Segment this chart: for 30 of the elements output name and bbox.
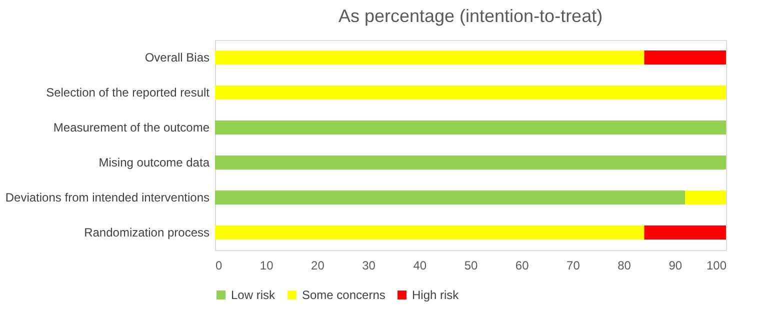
legend-label: Low risk [231,288,276,302]
x-tick-label: 90 [668,258,682,272]
x-tick-label: 20 [311,258,325,272]
bar [215,86,726,100]
x-tick-label: 30 [362,258,376,272]
x-tick-label: 80 [618,258,632,272]
x-tick-label: 70 [566,258,580,272]
x-tick-label: 40 [413,258,427,272]
legend-label: High risk [412,288,460,302]
x-tick-label: 100 [706,258,727,272]
bar [685,190,726,204]
y-tick-label: Deviations from intended interventions [5,190,210,204]
chart-title: As percentage (intention-to-treat) [338,6,603,26]
bar [644,226,726,240]
bar [215,226,644,240]
y-tick-label: Randomization process [84,226,210,240]
x-tick-label: 10 [260,258,274,272]
bar [644,50,726,64]
y-tick-label: Overall Bias [144,50,210,64]
x-tick-label: 50 [464,258,478,272]
bar [215,156,726,170]
y-tick-label: Mising outcome data [98,156,210,170]
y-tick-label: Measurement of the outcome [53,120,210,134]
legend-label: Some concerns [302,288,386,302]
bar [215,120,726,134]
bar [215,50,644,64]
x-tick-label: 60 [515,258,530,272]
bar [215,190,686,204]
x-tick-label: 0 [216,258,222,272]
y-tick-label: Selection of the reported result [46,86,210,100]
